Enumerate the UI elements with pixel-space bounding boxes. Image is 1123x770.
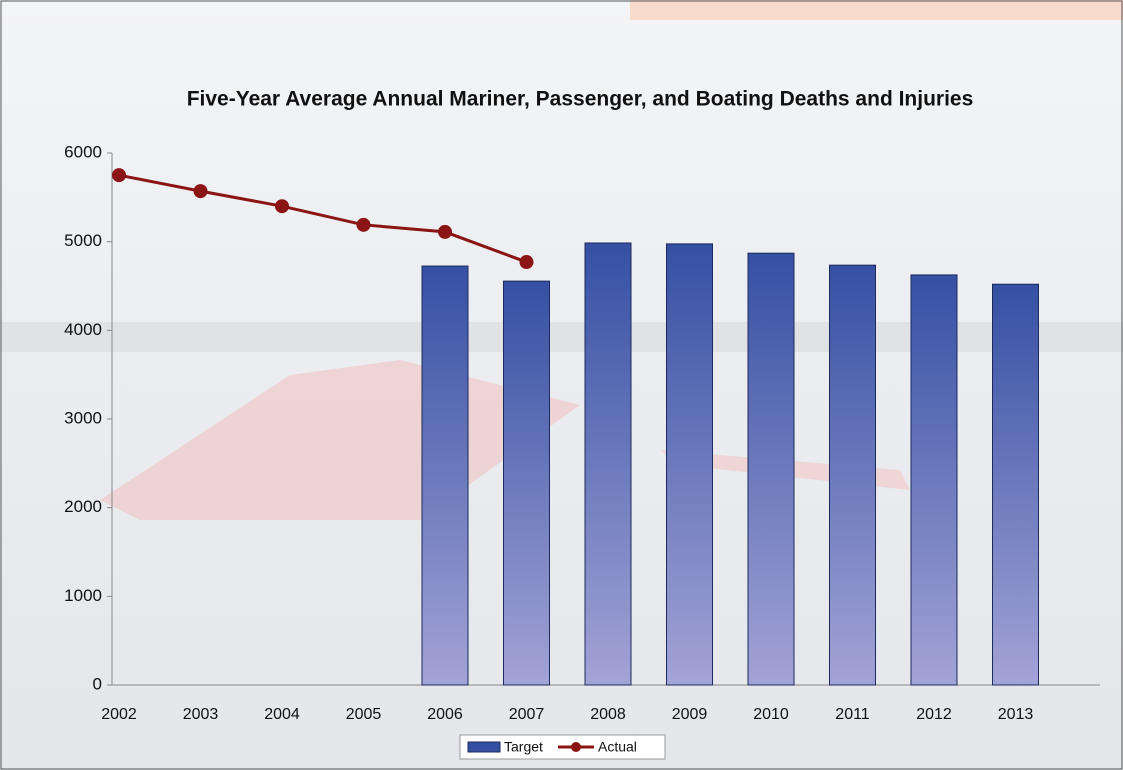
x-tick-label: 2009	[672, 706, 708, 723]
line-point	[112, 168, 126, 183]
line-point	[519, 255, 534, 270]
chart-title: Five-Year Average Annual Mariner, Passen…	[187, 88, 974, 111]
x-tick-label: 2002	[101, 706, 137, 723]
y-tick-label: 1000	[64, 586, 102, 605]
bar	[910, 274, 958, 686]
x-tick-label: 2010	[753, 706, 789, 723]
bar	[747, 252, 795, 686]
y-tick-label: 3000	[64, 408, 102, 427]
header-strip	[630, 0, 1123, 20]
bar	[503, 280, 550, 686]
bar	[829, 264, 876, 686]
x-tick-label: 2003	[183, 706, 219, 723]
y-tick-label: 0	[93, 674, 102, 693]
bar	[992, 283, 1039, 686]
legend-label: Target	[504, 739, 543, 755]
legend-swatch	[571, 742, 581, 752]
line-point	[356, 217, 371, 232]
bar	[666, 243, 713, 686]
y-tick-label: 5000	[64, 231, 102, 250]
bar	[584, 242, 632, 686]
x-tick-label: 2005	[346, 706, 382, 723]
x-tick-label: 2013	[998, 706, 1034, 723]
y-tick-label: 6000	[64, 142, 102, 161]
x-tick-label: 2007	[509, 706, 545, 723]
legend-label: Actual	[598, 739, 637, 755]
line-point	[193, 184, 208, 199]
y-tick-label: 2000	[64, 497, 102, 516]
line	[118, 173, 528, 264]
legend-swatch	[467, 741, 501, 753]
x-tick-label: 2004	[264, 706, 300, 723]
bar	[421, 265, 469, 686]
x-tick-label: 2011	[835, 706, 870, 723]
x-tick-label: 2012	[916, 706, 952, 723]
y-tick-label: 4000	[64, 320, 102, 339]
line-point	[438, 224, 452, 239]
line-point	[275, 199, 289, 214]
x-tick-label: 2008	[590, 706, 626, 723]
x-tick-label: 2006	[427, 706, 463, 723]
